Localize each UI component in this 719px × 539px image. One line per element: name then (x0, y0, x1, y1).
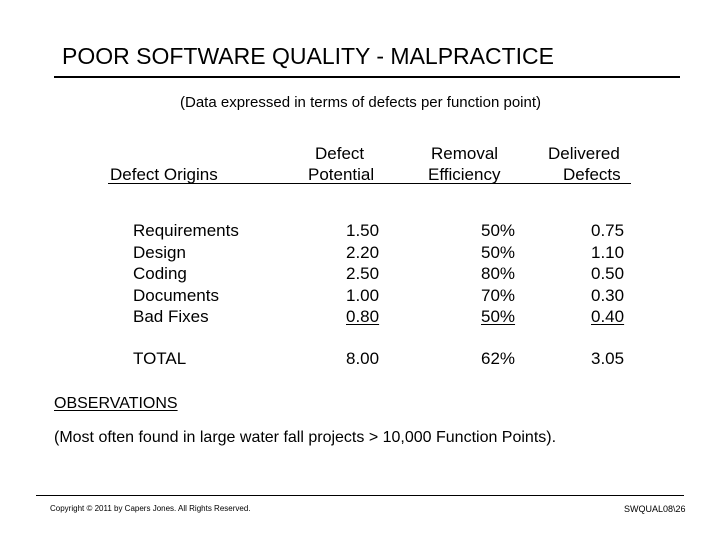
total-label: TOTAL (133, 349, 187, 368)
header-delivered-defects-line1: Delivered (548, 144, 620, 163)
table-row-efficiency: 50% (481, 221, 516, 240)
slide-subtitle: (Data expressed in terms of defects per … (180, 94, 542, 111)
header-removal-efficiency-line2: Efficiency (428, 165, 501, 184)
observations-heading: OBSERVATIONS (54, 395, 178, 412)
subtotal-underline: 0.40 (591, 307, 625, 326)
table-row-potential: 0.80 (346, 306, 379, 328)
table-row-potential: 2.50 (346, 264, 380, 283)
table-row-origin: Bad Fixes (133, 307, 209, 326)
footer-copyright: Copyright © 2011 by Capers Jones. All Ri… (50, 504, 251, 513)
table-row-delivered: 1.10 (591, 242, 625, 262)
footer-divider (36, 495, 684, 496)
table-row-delivered: 0.50 (591, 264, 625, 283)
table-row-potential: 2.20 (346, 242, 380, 262)
footer-slide-id: SWQUAL08\26 (624, 504, 686, 514)
table-row-potential: 1.00 (346, 285, 380, 305)
table-row-origin: Documents (133, 285, 219, 305)
total-delivered-defects: 3.05 (591, 349, 625, 368)
slide-title: POOR SOFTWARE QUALITY - MALPRACTICE (62, 43, 555, 69)
defect-origins-column: Requirements Design Coding Documents Bad… (133, 220, 239, 328)
subtotal-underline: 0.80 (346, 307, 380, 326)
subtotal-underline: 50% (481, 307, 516, 326)
delivered-defects-column: 0.75 1.10 0.50 0.30 0.40 (591, 220, 624, 328)
table-row-delivered: 0.30 (591, 285, 625, 305)
defect-potential-column: 1.50 2.20 2.50 1.00 0.80 (346, 220, 379, 328)
header-defect-potential-line2: Potential (308, 165, 375, 184)
header-defect-origins: Defect Origins (110, 165, 218, 184)
header-underline (108, 183, 631, 184)
total-removal-efficiency: 62% (481, 349, 516, 368)
table-row-efficiency: 50% (481, 306, 515, 328)
table-row-potential: 1.50 (346, 221, 380, 240)
table-row-origin: Design (133, 242, 186, 262)
title-divider (54, 76, 680, 78)
observations-text: (Most often found in large water fall pr… (54, 429, 557, 446)
header-defect-potential-line1: Defect (315, 144, 365, 163)
header-delivered-defects-line2: Defects (563, 165, 621, 184)
table-row-efficiency: 70% (481, 285, 516, 305)
total-defect-potential: 8.00 (346, 349, 380, 368)
removal-efficiency-column: 50% 50% 80% 70% 50% (481, 220, 515, 328)
table-row-delivered: 0.40 (591, 306, 624, 328)
table-row-delivered: 0.75 (591, 221, 625, 240)
table-row-origin: Coding (133, 264, 187, 283)
table-row-efficiency: 50% (481, 242, 516, 262)
table-row-origin: Requirements (133, 221, 239, 240)
header-removal-efficiency-line1: Removal (431, 144, 499, 163)
table-row-efficiency: 80% (481, 264, 516, 283)
